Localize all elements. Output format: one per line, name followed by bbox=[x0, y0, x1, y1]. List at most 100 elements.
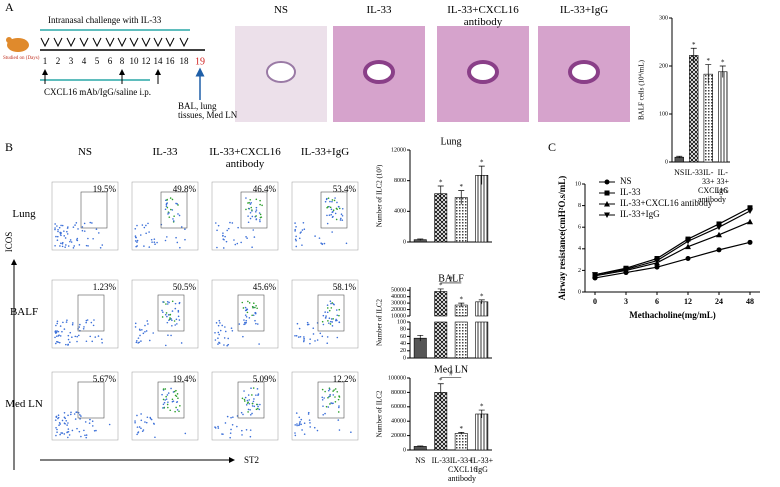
cell-dot bbox=[248, 302, 251, 304]
cell-dot bbox=[91, 222, 93, 224]
cell-dot bbox=[245, 208, 247, 211]
flow-plot bbox=[211, 371, 279, 441]
cell-dot bbox=[61, 224, 64, 227]
x-tick-label: IL-33 bbox=[431, 456, 450, 465]
cell-dot bbox=[72, 226, 75, 228]
cell-dot bbox=[324, 200, 327, 203]
error-bar bbox=[719, 65, 726, 78]
cell-dot bbox=[66, 227, 69, 229]
x-tick-label: IL-33+ CXCL16 antibody bbox=[698, 168, 728, 204]
legend-label: IL-33+CXCL16 antibody bbox=[620, 198, 713, 208]
cell-dot bbox=[302, 340, 305, 343]
gate-percentage: 5.67% bbox=[93, 374, 117, 384]
cell-dot bbox=[179, 246, 181, 249]
y-tick-label: 10000 bbox=[391, 313, 406, 319]
cell-dot bbox=[328, 388, 331, 391]
cell-dot bbox=[226, 415, 229, 418]
cell-dot bbox=[152, 422, 155, 425]
flow-column-header: IL-33 bbox=[152, 146, 178, 158]
cell-dot bbox=[171, 198, 174, 201]
cell-dot bbox=[240, 241, 242, 244]
flow-plot bbox=[131, 279, 199, 349]
airway bbox=[568, 60, 600, 84]
cell-dot bbox=[164, 388, 167, 390]
cell-dot bbox=[332, 394, 335, 396]
cell-dot bbox=[249, 413, 252, 416]
y-axis-label: Number of ILC2 bbox=[376, 298, 384, 346]
error-bar bbox=[437, 185, 444, 202]
cell-dot bbox=[245, 197, 247, 199]
cell-dot bbox=[296, 322, 299, 325]
cell-dot bbox=[69, 239, 72, 241]
cell-dot bbox=[177, 213, 179, 215]
series-line bbox=[594, 210, 751, 276]
cell-dot bbox=[326, 214, 328, 217]
cell-dot bbox=[255, 218, 258, 221]
cell-dot bbox=[177, 204, 179, 206]
flow-plot bbox=[291, 181, 359, 251]
cell-dot bbox=[232, 416, 234, 418]
gate bbox=[237, 294, 265, 332]
cell-dot bbox=[252, 387, 255, 389]
cell-dot bbox=[332, 209, 335, 211]
cell-dot bbox=[307, 413, 310, 415]
plot-frame bbox=[131, 371, 199, 441]
cell-dot bbox=[331, 402, 333, 405]
cell-dot bbox=[54, 244, 56, 247]
marker bbox=[685, 256, 691, 262]
cell-dot bbox=[330, 318, 333, 320]
cell-dot bbox=[148, 246, 151, 248]
cell-dot bbox=[67, 334, 70, 337]
cell-dot bbox=[338, 406, 340, 409]
cell-dot bbox=[217, 324, 220, 327]
cell-dot bbox=[79, 323, 81, 326]
cell-dot bbox=[251, 314, 253, 317]
cell-dot bbox=[89, 221, 92, 224]
challenge-arrow bbox=[40, 37, 50, 48]
cell-dot bbox=[146, 416, 149, 419]
cell-dot bbox=[174, 307, 177, 310]
gate bbox=[240, 191, 268, 229]
cell-dot bbox=[90, 321, 93, 324]
cell-dot bbox=[99, 247, 102, 249]
bar bbox=[434, 321, 448, 359]
cell-dot bbox=[259, 403, 261, 406]
cell-dot bbox=[145, 421, 148, 424]
flow-column-header: NS bbox=[77, 146, 93, 158]
cell-dot bbox=[326, 336, 329, 338]
gate-percentage: 12.2% bbox=[333, 374, 357, 384]
cell-dot bbox=[329, 206, 332, 209]
gate bbox=[317, 381, 345, 419]
cell-dot bbox=[224, 235, 226, 238]
cell-dot bbox=[55, 331, 58, 334]
legend-marker bbox=[604, 190, 610, 196]
cell-dot bbox=[67, 422, 69, 424]
flow-plot bbox=[211, 181, 279, 251]
cell-dot bbox=[249, 203, 252, 205]
cell-dot bbox=[59, 335, 62, 337]
cell-dot bbox=[259, 216, 262, 219]
cell-dot bbox=[77, 228, 79, 230]
cell-dot bbox=[55, 324, 57, 327]
cell-dot bbox=[256, 307, 258, 310]
cell-dot bbox=[328, 214, 331, 216]
marker bbox=[685, 238, 691, 245]
cell-dot bbox=[161, 309, 163, 312]
cell-dot bbox=[298, 424, 300, 427]
marker bbox=[623, 266, 629, 273]
cell-dot bbox=[78, 244, 81, 246]
significance: * bbox=[707, 57, 711, 65]
cell-dot bbox=[134, 228, 137, 230]
cell-dot bbox=[230, 416, 232, 419]
y-axis-label: BALF cells (10⁴/mL) bbox=[638, 59, 646, 120]
cell-dot bbox=[138, 426, 141, 428]
cell-dot bbox=[306, 321, 309, 324]
cell-dot bbox=[331, 325, 334, 327]
cell-dot bbox=[178, 319, 181, 321]
day-label: 5 bbox=[95, 56, 100, 66]
cell-dot bbox=[250, 206, 253, 209]
cell-dot bbox=[303, 339, 305, 341]
cell-dot bbox=[217, 343, 219, 345]
airway bbox=[363, 60, 395, 84]
cell-dot bbox=[154, 436, 156, 439]
